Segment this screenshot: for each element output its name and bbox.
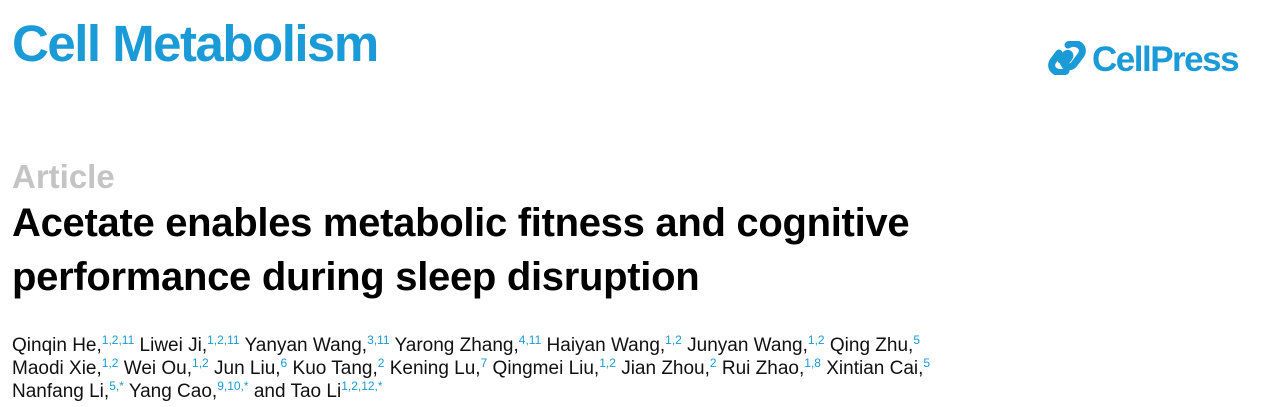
affiliation-superscript[interactable]: 3,11 — [367, 333, 390, 347]
author-name[interactable]: Jian Zhou, — [621, 358, 710, 379]
journal-name: Cell Metabolism — [12, 15, 379, 72]
affiliation-superscript[interactable]: 1,2 — [807, 333, 825, 347]
author-name[interactable]: Yarong Zhang, — [394, 335, 519, 356]
affiliation-superscript[interactable]: 1,2 — [192, 356, 209, 370]
affiliation-superscript[interactable]: 1,2 — [665, 333, 682, 347]
author-name[interactable]: Junyan Wang, — [687, 335, 808, 356]
affiliation-superscript[interactable]: 5 — [923, 356, 931, 370]
affiliation-superscript[interactable]: 1,2,11 — [207, 333, 240, 347]
author-list: Qinqin He,1,2,11 Liwei Ji,1,2,11 Yanyan … — [12, 334, 930, 403]
author-line: Maodi Xie,1,2 Wei Ou,1,2 Jun Liu,6 Kuo T… — [12, 357, 930, 380]
author-name[interactable]: Jun Liu, — [214, 358, 281, 379]
affiliation-superscript[interactable]: 2 — [377, 356, 385, 370]
author-name[interactable]: Xintian Cai, — [826, 358, 924, 379]
author-name[interactable]: Rui Zhao, — [721, 358, 805, 379]
article-title: Acetate enables metabolic fitness and co… — [12, 196, 910, 304]
title-line: Acetate enables metabolic fitness and co… — [12, 201, 910, 245]
affiliation-superscript[interactable]: 7 — [480, 356, 488, 370]
affiliation-superscript[interactable]: 5,* — [109, 379, 124, 393]
author-name[interactable]: Maodi Xie, — [12, 358, 102, 379]
author-name[interactable]: Qing Zhu, — [829, 335, 914, 356]
cellpress-logo-icon — [1048, 39, 1086, 80]
author-name[interactable]: Yang Cao, — [128, 381, 218, 402]
author-line: Nanfang Li,5,* Yang Cao,9,10,* and Tao L… — [12, 380, 930, 403]
affiliation-superscript[interactable]: 1,2,11 — [101, 333, 135, 347]
author-name[interactable]: Wei Ou, — [123, 358, 193, 379]
author-name[interactable]: Qingmei Liu, — [492, 358, 600, 379]
author-name[interactable]: Haiyan Wang, — [546, 335, 666, 356]
affiliation-superscript[interactable]: 2 — [709, 356, 717, 370]
author-name[interactable]: Yanyan Wang, — [244, 335, 368, 356]
author-name[interactable]: Qinqin He, — [12, 335, 102, 356]
affiliation-superscript[interactable]: 5 — [913, 333, 920, 347]
affiliation-superscript[interactable]: 1,8 — [804, 356, 821, 370]
author-name[interactable]: Nanfang Li, — [12, 381, 110, 402]
affiliation-superscript[interactable]: 1,2 — [101, 356, 119, 370]
author-line: Qinqin He,1,2,11 Liwei Ji,1,2,11 Yanyan … — [12, 334, 930, 357]
publisher-name: CellPress — [1092, 40, 1240, 79]
author-name[interactable]: Liwei Ji, — [139, 335, 208, 356]
affiliation-superscript[interactable]: 1,2 — [599, 356, 616, 370]
author-name[interactable]: and Tao Li — [253, 381, 342, 402]
article-type: Article — [12, 158, 115, 195]
author-name[interactable]: Kening Lu, — [389, 358, 481, 379]
affiliation-superscript[interactable]: 6 — [280, 356, 288, 370]
affiliation-superscript[interactable]: 9,10,* — [217, 379, 249, 393]
affiliation-superscript[interactable]: 4,11 — [518, 333, 542, 347]
title-line: performance during sleep disruption — [12, 255, 700, 299]
author-name[interactable]: Kuo Tang, — [292, 358, 378, 379]
publisher-logo[interactable]: CellPress — [1048, 39, 1240, 80]
affiliation-superscript[interactable]: 1,2,12,* — [341, 379, 383, 393]
